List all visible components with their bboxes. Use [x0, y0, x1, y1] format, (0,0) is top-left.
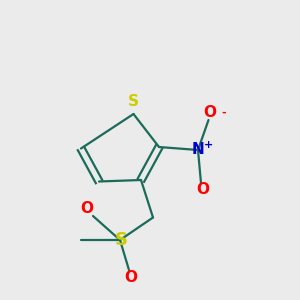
Text: -: -	[221, 107, 226, 118]
Text: O: O	[196, 182, 209, 197]
Text: +: +	[204, 140, 213, 151]
Text: S: S	[128, 94, 139, 110]
Text: S: S	[115, 231, 128, 249]
Text: O: O	[80, 201, 94, 216]
Text: O: O	[203, 105, 217, 120]
Text: O: O	[124, 270, 137, 285]
Text: N: N	[192, 142, 204, 158]
